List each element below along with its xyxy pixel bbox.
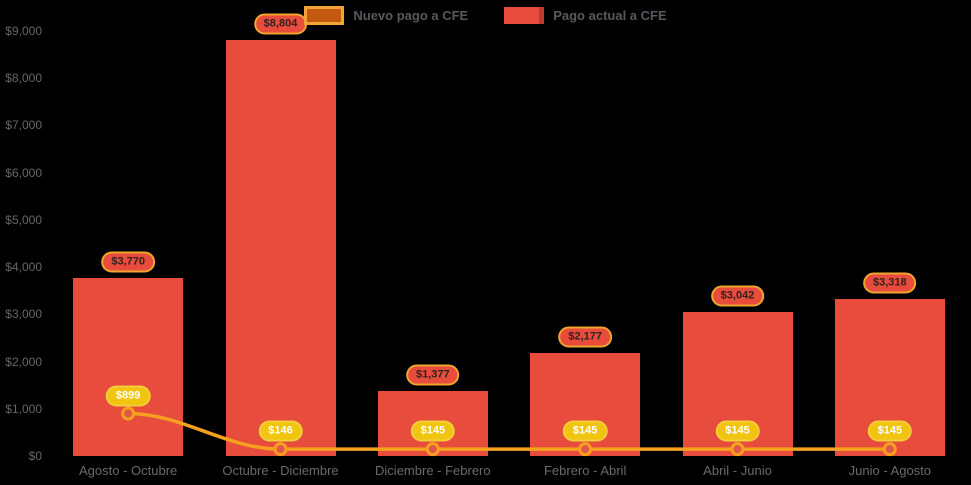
line-value-label: $145 (715, 420, 760, 442)
y-axis-label: $3,000 (5, 307, 42, 322)
legend: Nuevo pago a CFE Pago actual a CFE (0, 6, 971, 25)
x-axis-label: Diciembre - Febrero (375, 463, 491, 478)
bar-value-label: $1,377 (406, 364, 460, 386)
line-value-label: $145 (867, 420, 913, 442)
line-series-swatch-icon (304, 6, 345, 25)
bar-value-label: $8,804 (253, 13, 308, 35)
bar-value-label: $3,770 (101, 251, 155, 273)
y-axis-label: $1,000 (5, 401, 42, 416)
x-axis-label: Abril - Junio (703, 463, 772, 478)
line-value-label: $145 (562, 420, 608, 442)
bar-value-label: $3,318 (863, 272, 917, 294)
line-value-label: $899 (105, 385, 151, 407)
y-axis-label: $6,000 (5, 165, 42, 180)
x-axis-label: Octubre - Diciembre (222, 463, 339, 478)
x-axis-label: Junio - Agosto (848, 463, 932, 478)
legend-item-pago-actual[interactable]: Pago actual a CFE (504, 7, 667, 24)
y-axis-label: $7,000 (5, 118, 42, 133)
bar-value-label: $3,042 (710, 285, 765, 307)
y-axis-label: $9,000 (5, 24, 42, 38)
x-axis-label: Agosto - Octubre (79, 463, 178, 478)
x-axis-label: Febrero - Abril (543, 463, 627, 478)
bar[interactable] (73, 277, 184, 456)
bar[interactable] (225, 40, 336, 456)
bar-value-label: $2,177 (558, 326, 612, 348)
y-axis-label: $5,000 (5, 212, 42, 227)
legend-label-nuevo-pago: Nuevo pago a CFE (353, 8, 469, 23)
y-axis-label: $2,000 (5, 354, 42, 369)
y-axis-label: $0 (28, 449, 42, 463)
legend-label-pago-actual: Pago actual a CFE (553, 8, 667, 23)
legend-item-nuevo-pago[interactable]: Nuevo pago a CFE (304, 6, 468, 25)
line-value-label: $146 (258, 420, 303, 442)
bar-series-swatch-icon (504, 7, 545, 24)
y-axis-label: $8,000 (5, 71, 42, 86)
line-value-label: $145 (410, 420, 456, 442)
y-axis-label: $4,000 (5, 260, 42, 275)
